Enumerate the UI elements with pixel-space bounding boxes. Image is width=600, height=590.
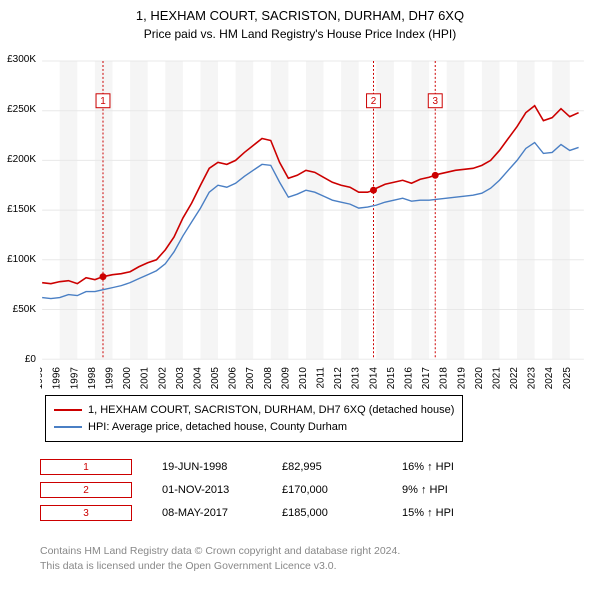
- legend-swatch: [54, 409, 82, 411]
- sale-date: 08-MAY-2017: [162, 507, 252, 519]
- svg-text:2023: 2023: [527, 367, 538, 390]
- svg-text:1996: 1996: [52, 367, 63, 390]
- legend-row: 1, HEXHAM COURT, SACRISTON, DURHAM, DH7 …: [54, 402, 454, 419]
- y-tick-label: £150K: [0, 204, 36, 215]
- chart-plot: 1231995199619971998199920002001200220032…: [40, 60, 585, 360]
- legend-swatch: [54, 426, 82, 428]
- page-subtitle: Price paid vs. HM Land Registry's House …: [10, 27, 590, 41]
- svg-text:2021: 2021: [491, 367, 502, 390]
- svg-text:2017: 2017: [421, 367, 432, 390]
- svg-text:2000: 2000: [122, 367, 133, 390]
- sale-row: 2 01-NOV-2013 £170,000 9% ↑ HPI: [40, 482, 492, 498]
- svg-text:2011: 2011: [316, 367, 327, 389]
- svg-text:2: 2: [371, 96, 377, 107]
- sale-row: 3 08-MAY-2017 £185,000 15% ↑ HPI: [40, 505, 492, 521]
- svg-text:1999: 1999: [104, 367, 115, 390]
- svg-text:2009: 2009: [280, 367, 291, 390]
- sale-marker-badge: 2: [40, 482, 132, 498]
- y-tick-label: £50K: [0, 304, 36, 315]
- svg-text:2012: 2012: [333, 367, 344, 390]
- legend-label: HPI: Average price, detached house, Coun…: [88, 419, 347, 436]
- sales-table: 1 19-JUN-1998 £82,995 16% ↑ HPI 2 01-NOV-2013…: [40, 452, 492, 528]
- svg-text:2022: 2022: [509, 367, 520, 390]
- svg-text:2015: 2015: [386, 367, 397, 390]
- svg-text:1997: 1997: [69, 367, 80, 390]
- svg-text:2008: 2008: [263, 367, 274, 390]
- sale-date: 19-JUN-1998: [162, 461, 252, 473]
- page-title: 1, HEXHAM COURT, SACRISTON, DURHAM, DH7 …: [10, 8, 590, 23]
- footer-line2: This data is licensed under the Open Gov…: [40, 559, 400, 574]
- chart-container: 1, HEXHAM COURT, SACRISTON, DURHAM, DH7 …: [0, 0, 600, 590]
- svg-text:3: 3: [432, 96, 438, 107]
- svg-text:2016: 2016: [403, 367, 414, 390]
- sale-marker-badge: 3: [40, 505, 132, 521]
- sale-row: 1 19-JUN-1998 £82,995 16% ↑ HPI: [40, 459, 492, 475]
- legend-label: 1, HEXHAM COURT, SACRISTON, DURHAM, DH7 …: [88, 402, 454, 419]
- sale-price: £82,995: [282, 461, 372, 473]
- svg-text:1998: 1998: [87, 367, 98, 390]
- legend: 1, HEXHAM COURT, SACRISTON, DURHAM, DH7 …: [45, 395, 463, 442]
- svg-text:2014: 2014: [368, 367, 379, 390]
- sale-delta: 9% ↑ HPI: [402, 484, 492, 496]
- footer-attribution: Contains HM Land Registry data © Crown c…: [40, 544, 400, 573]
- svg-text:2004: 2004: [192, 367, 203, 390]
- y-tick-label: £100K: [0, 254, 36, 265]
- legend-row: HPI: Average price, detached house, Coun…: [54, 419, 454, 436]
- y-tick-label: £0: [0, 354, 36, 365]
- svg-text:1995: 1995: [40, 367, 45, 390]
- y-tick-label: £250K: [0, 104, 36, 115]
- y-tick-label: £200K: [0, 154, 36, 165]
- sale-price: £185,000: [282, 507, 372, 519]
- svg-text:2010: 2010: [298, 367, 309, 390]
- svg-text:2003: 2003: [175, 367, 186, 390]
- svg-text:2007: 2007: [245, 367, 256, 390]
- svg-text:2002: 2002: [157, 367, 168, 390]
- svg-text:2001: 2001: [140, 367, 151, 390]
- svg-text:2006: 2006: [228, 367, 239, 390]
- footer-line1: Contains HM Land Registry data © Crown c…: [40, 544, 400, 559]
- svg-text:2018: 2018: [439, 367, 450, 390]
- svg-text:2020: 2020: [474, 367, 485, 390]
- svg-text:2013: 2013: [351, 367, 362, 390]
- sale-price: £170,000: [282, 484, 372, 496]
- svg-text:2005: 2005: [210, 367, 221, 390]
- sale-delta: 15% ↑ HPI: [402, 507, 492, 519]
- svg-text:2024: 2024: [544, 367, 555, 390]
- sale-delta: 16% ↑ HPI: [402, 461, 492, 473]
- y-tick-label: £300K: [0, 54, 36, 65]
- sale-date: 01-NOV-2013: [162, 484, 252, 496]
- svg-text:2025: 2025: [562, 367, 573, 390]
- svg-text:1: 1: [100, 96, 106, 107]
- sale-marker-badge: 1: [40, 459, 132, 475]
- svg-text:2019: 2019: [456, 367, 467, 390]
